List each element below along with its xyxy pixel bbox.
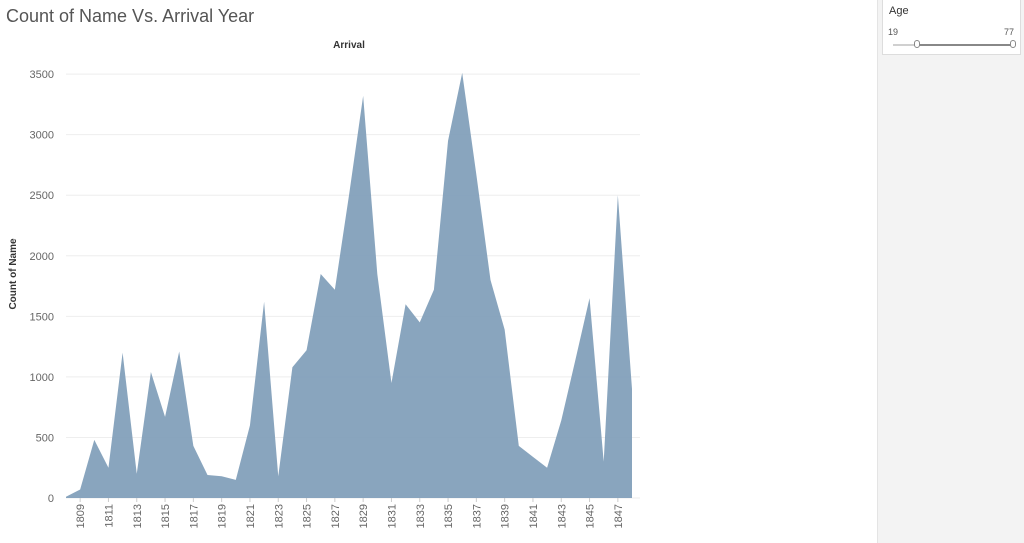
age-slider-min-handle[interactable] (914, 40, 920, 48)
x-tick-label: 1839 (500, 504, 512, 528)
data-point[interactable] (516, 443, 522, 449)
x-tick-label: 1845 (585, 504, 597, 528)
age-slider-max-handle[interactable] (1010, 40, 1016, 48)
x-tick-label: 1813 (132, 504, 144, 528)
y-tick-label: 500 (36, 432, 54, 444)
data-point[interactable] (134, 471, 140, 477)
data-point[interactable] (77, 487, 83, 493)
filter-panel (877, 0, 1024, 543)
data-point[interactable] (162, 414, 168, 420)
data-point[interactable] (205, 472, 211, 478)
data-point[interactable] (629, 386, 635, 392)
y-tick-label: 3000 (30, 130, 54, 142)
x-tick-label: 1833 (415, 504, 427, 528)
x-tick-label: 1835 (443, 504, 455, 528)
x-tick-label: 1823 (273, 504, 285, 528)
data-point[interactable] (105, 465, 111, 471)
x-tick-label: 1815 (160, 504, 172, 528)
data-point[interactable] (176, 348, 182, 354)
y-tick-label: 0 (48, 493, 54, 505)
data-point[interactable] (318, 271, 324, 277)
data-point[interactable] (275, 473, 281, 479)
data-point[interactable] (304, 347, 310, 353)
data-point[interactable] (544, 465, 550, 471)
age-range-max: 77 (1003, 27, 1014, 37)
x-tick-label: 1831 (386, 504, 398, 528)
area-series-fill[interactable] (66, 72, 632, 499)
data-point[interactable] (459, 70, 465, 76)
data-point[interactable] (120, 350, 126, 356)
x-tick-label: 1847 (613, 504, 625, 528)
x-tick-label: 1841 (528, 504, 540, 528)
data-point[interactable] (587, 295, 593, 301)
data-point[interactable] (332, 287, 338, 293)
data-point[interactable] (417, 319, 423, 325)
data-point[interactable] (374, 271, 380, 277)
age-slider-range (917, 44, 1014, 46)
y-tick-label: 2500 (30, 190, 54, 202)
data-point[interactable] (502, 327, 508, 333)
data-point[interactable] (360, 93, 366, 99)
age-filter-card: Age 19 77 (882, 0, 1021, 55)
x-tick-label: 1811 (103, 504, 115, 528)
x-tick-label: 1829 (358, 504, 370, 528)
data-point[interactable] (431, 287, 437, 293)
data-point[interactable] (615, 192, 621, 198)
y-axis-title: Count of Name (8, 238, 19, 310)
area-series (63, 70, 635, 500)
age-filter-label: Age (889, 5, 909, 17)
data-point[interactable] (572, 357, 578, 363)
data-point[interactable] (601, 459, 607, 465)
data-point[interactable] (530, 454, 536, 460)
data-point[interactable] (473, 172, 479, 178)
x-tick-label: 1817 (188, 504, 200, 528)
data-point[interactable] (289, 364, 295, 370)
data-point[interactable] (261, 299, 267, 305)
data-point[interactable] (233, 477, 239, 483)
data-point[interactable] (488, 277, 494, 283)
x-tick-label: 1827 (330, 504, 342, 528)
data-point[interactable] (247, 422, 253, 428)
data-point[interactable] (219, 473, 225, 479)
area-chart: Arrival 0 500 1000 1500 2000 2500 3000 3500 180… (8, 40, 640, 528)
data-point[interactable] (403, 301, 409, 307)
y-tick-label: 1000 (30, 372, 54, 384)
data-point[interactable] (445, 138, 451, 144)
data-point[interactable] (148, 369, 154, 375)
x-tick-label: 1819 (217, 504, 229, 528)
chart-title: Count of Name Vs. Arrival Year (6, 6, 255, 26)
y-tick-label: 1500 (30, 311, 54, 323)
x-tick-label: 1837 (471, 504, 483, 528)
x-tick-label: 1825 (302, 504, 314, 528)
data-point[interactable] (558, 417, 564, 423)
data-point[interactable] (388, 380, 394, 386)
y-axis-ticks: 0 500 1000 1500 2000 2500 3000 3500 (30, 69, 54, 505)
y-tick-label: 3500 (30, 69, 54, 81)
data-point[interactable] (91, 437, 97, 443)
x-tick-label: 1843 (556, 504, 568, 528)
data-point[interactable] (190, 443, 196, 449)
x-axis-ticks: 1809 1811 1813 1815 1817 1819 1821 1823 1825 1827… (75, 498, 625, 528)
y-tick-label: 2000 (30, 251, 54, 263)
data-point[interactable] (346, 192, 352, 198)
data-point[interactable] (63, 494, 69, 500)
x-tick-label: 1809 (75, 504, 87, 528)
age-range-min: 19 (888, 27, 899, 37)
x-tick-label: 1821 (245, 504, 257, 528)
column-header-arrival: Arrival (333, 40, 365, 51)
